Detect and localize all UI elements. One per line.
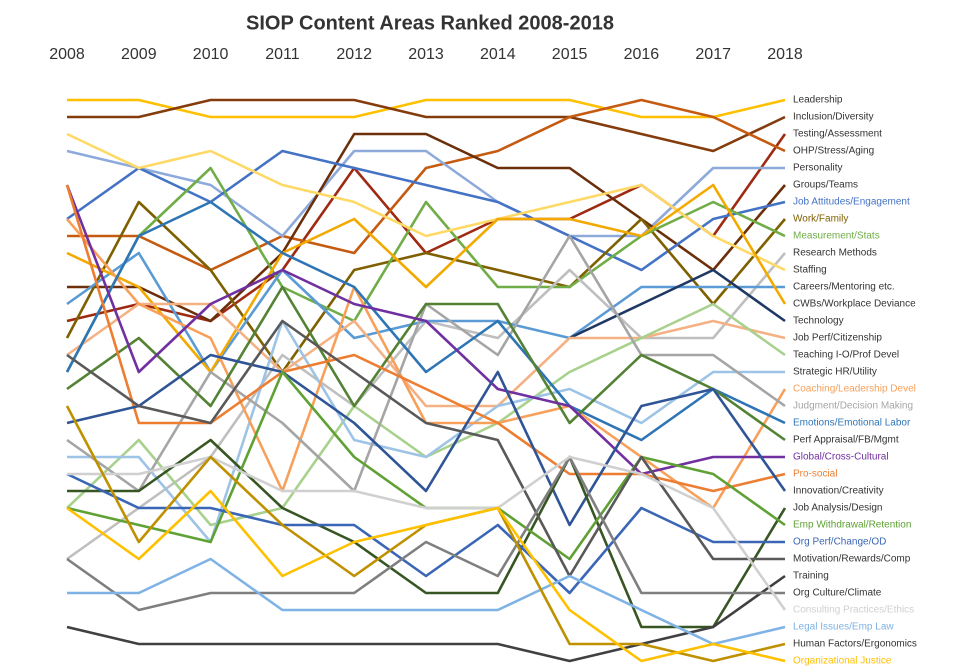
legend-label: Consulting Practices/Ethics — [793, 605, 914, 616]
legend-label: Work/Family — [793, 214, 848, 225]
legend-label: Job Perf/Citizenship — [793, 333, 882, 344]
legend-label: OHP/Stress/Aging — [793, 146, 874, 157]
series-line — [66, 183, 787, 374]
legend-label: Organizational Justice — [793, 656, 892, 667]
legend-label: Testing/Assessment — [793, 129, 882, 140]
series-line — [65, 200, 786, 374]
legend-label: Global/Cross-Cultural — [793, 452, 889, 463]
chart-title: SIOP Content Areas Ranked 2008-2018 — [246, 12, 614, 34]
series-line — [66, 132, 786, 272]
series-line — [67, 98, 786, 272]
x-tick-label: 2017 — [695, 46, 731, 63]
series-line — [65, 184, 785, 476]
x-tick-label: 2016 — [624, 46, 660, 63]
legend-label: Groups/Teams — [793, 180, 858, 191]
legend-label: Emp Withdrawal/Retention — [793, 520, 911, 531]
series-line — [66, 133, 787, 323]
legend-label: Job Analysis/Design — [793, 503, 883, 514]
legend-label: Careers/Mentoring etc. — [793, 282, 895, 293]
legend-label: Pro-social — [793, 469, 837, 480]
series-line — [65, 166, 786, 373]
series-line — [66, 234, 786, 493]
series-line — [67, 98, 786, 153]
series-line — [569, 268, 786, 340]
x-tick-label: 2011 — [265, 46, 300, 63]
legend-label: Technology — [793, 316, 844, 327]
series-line — [67, 438, 787, 629]
legend-label: Emotions/Emotional Labor — [793, 418, 911, 429]
series-line — [66, 285, 786, 442]
series-line — [65, 184, 786, 493]
legend-label: Innovation/Creativity — [793, 486, 884, 497]
legend-label: Leadership — [793, 95, 843, 106]
legend-label: Measurement/Stats — [793, 231, 880, 242]
x-tick-label: 2012 — [336, 46, 372, 63]
series-line — [66, 149, 785, 238]
legend-label: Teaching I-O/Prof Devel — [793, 350, 899, 361]
series-line — [66, 353, 787, 527]
series-line — [66, 574, 786, 663]
legend-label: Coaching/Leadership Devel — [793, 384, 916, 395]
legend-label: CWBs/Workplace Deviance — [793, 299, 916, 310]
legend-label: Inclusion/Diversity — [793, 112, 874, 123]
series-line — [67, 132, 786, 323]
x-tick-label: 2014 — [480, 46, 516, 63]
series-line — [66, 489, 786, 663]
legend-label: Motivation/Rewards/Comp — [793, 554, 911, 565]
legend-label: Training — [793, 571, 829, 582]
series-line — [66, 319, 785, 578]
x-tick-label: 2008 — [49, 46, 85, 63]
x-tick-label: 2009 — [121, 46, 157, 63]
legend-label: Judgment/Decision Making — [793, 401, 913, 412]
legend-label: Org Perf/Change/OD — [793, 537, 886, 548]
lines — [65, 98, 787, 663]
labels: Leadership Inclusion/Diversity Testing/Ass… — [793, 95, 917, 667]
series-line — [67, 98, 786, 119]
x-tick-label: 2010 — [193, 46, 229, 63]
legend-label: Staffing — [793, 265, 827, 276]
legend-label: Research Methods — [793, 248, 877, 259]
legend-label: Human Factors/Ergonomics — [793, 639, 917, 650]
series-line — [66, 302, 786, 408]
legend-label: Job Attitudes/Engagement — [793, 197, 910, 208]
series-line — [65, 200, 786, 442]
series-line — [67, 455, 787, 611]
legend-label: Personality — [793, 163, 842, 174]
series-line — [67, 557, 786, 646]
x-tick-label: 2015 — [552, 46, 588, 63]
legend-label: Perf Appraisal/FB/Mgmt — [793, 435, 899, 446]
x-tick-label: 2013 — [408, 46, 444, 63]
legend-label: Strategic HR/Utility — [793, 367, 877, 378]
series-line — [66, 455, 785, 612]
series-line — [66, 472, 785, 595]
legend-label: Legal Issues/Emp Law — [793, 622, 894, 633]
x-tick-label: 2018 — [767, 46, 803, 63]
legend-label: Org Culture/Climate — [793, 588, 882, 599]
